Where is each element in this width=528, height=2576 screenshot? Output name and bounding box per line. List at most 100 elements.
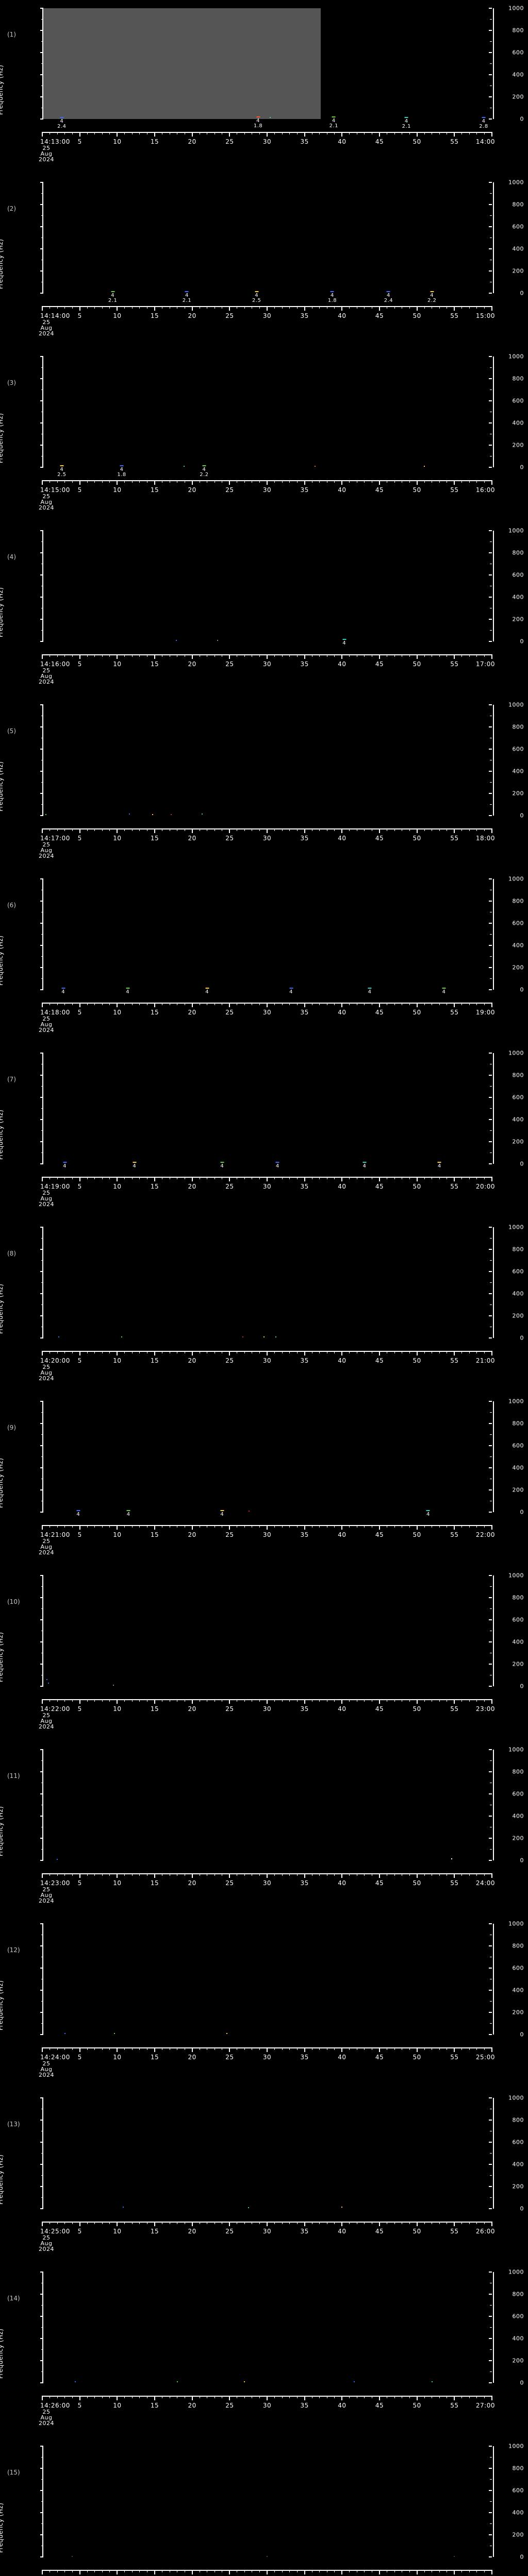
- x-tick-mark-minor: [424, 2570, 425, 2572]
- y-tick-label: 800: [512, 1942, 524, 1950]
- x-tick-mark: [267, 1351, 268, 1355]
- x-tick-label: 10: [113, 1357, 122, 1364]
- x-tick-mark-minor: [102, 654, 103, 657]
- x-tick-mark-minor: [409, 1177, 410, 1179]
- detection-point: [170, 814, 172, 815]
- spectrogram-panel: (6) Frequency (Hz) 0 200 400 600 800 1000 14:18:…: [0, 871, 528, 1045]
- x-tick-mark-minor: [409, 1699, 410, 1702]
- y-tick-mark-minor: [41, 541, 43, 542]
- y-tick-mark-minor-right: [490, 1586, 492, 1587]
- plot-area: [42, 705, 494, 816]
- x-tick-mark-minor: [334, 2222, 335, 2224]
- x-tick-mark-minor: [87, 1003, 88, 1005]
- y-tick-mark: [40, 96, 43, 97]
- x-tick-mark-minor: [87, 1177, 88, 1179]
- x-tick-mark-minor: [72, 2396, 73, 2398]
- x-tick-label: 40: [338, 312, 346, 319]
- x-tick-mark: [454, 1177, 455, 1181]
- y-tick-mark: [40, 1641, 43, 1642]
- x-tick-mark-minor: [102, 132, 103, 134]
- y-tick-mark-minor: [41, 978, 43, 979]
- y-tick-mark-minor: [41, 63, 43, 64]
- x-tick-label: 10: [113, 2402, 122, 2409]
- x-tick-mark-minor: [424, 2222, 425, 2224]
- x-tick-mark-minor: [94, 1003, 95, 1005]
- x-tick-label: 20:00: [475, 1183, 495, 1190]
- x-tick-mark-minor: [72, 1873, 73, 1876]
- x-tick-mark-minor: [72, 2047, 73, 2050]
- date-line: 25: [42, 667, 51, 674]
- spectrogram-panel: (14) Frequency (Hz) 0 200 400 600 800 1000 14:26…: [0, 2264, 528, 2438]
- y-tick-mark-right: [489, 641, 492, 642]
- y-tick-mark-minor-right: [490, 2001, 492, 2002]
- y-tick-mark-right: [489, 270, 492, 272]
- x-tick-mark-minor: [64, 480, 65, 483]
- x-tick-label: 50: [412, 835, 421, 842]
- x-tick-mark: [191, 2570, 193, 2574]
- x-tick-mark: [304, 2047, 305, 2052]
- y-tick-label: 800: [512, 201, 524, 208]
- x-tick-mark-minor: [94, 1699, 95, 1702]
- date-line: Aug: [40, 1892, 53, 1899]
- y-tick-mark-minor-right: [490, 2023, 492, 2024]
- x-tick-label: 14:13:00: [40, 138, 70, 145]
- y-tick-mark: [40, 1249, 43, 1250]
- y-tick-label: 0: [520, 1509, 524, 1516]
- date-line: Aug: [40, 499, 53, 505]
- y-tick-mark-right: [489, 445, 492, 446]
- x-tick-label: 18:00: [475, 835, 495, 842]
- date-line: 25: [42, 1538, 51, 1545]
- x-tick-mark-minor: [57, 2570, 58, 2572]
- x-tick-mark-minor: [319, 1177, 320, 1179]
- y-tick-mark-minor: [41, 2327, 43, 2328]
- y-tick-label: 400: [512, 1116, 524, 1123]
- detection-tick: [202, 465, 206, 466]
- x-tick-mark: [154, 1699, 155, 1704]
- x-tick-mark: [79, 306, 80, 311]
- y-tick-mark-right: [489, 1641, 492, 1642]
- y-tick-label: 200: [512, 267, 524, 275]
- x-tick-mark-minor: [289, 1525, 290, 1528]
- y-tick-mark-minor: [41, 193, 43, 194]
- detection-count: 4: [275, 1163, 279, 1169]
- x-tick-mark-minor: [469, 1003, 470, 1005]
- plot-area: [42, 2446, 494, 2557]
- detection-label: 4 1.8: [254, 118, 262, 129]
- x-tick-label: 30: [262, 1183, 272, 1190]
- y-tick-mark-right: [489, 552, 492, 553]
- detection-tick: [205, 987, 209, 989]
- x-tick-mark: [267, 828, 268, 833]
- detection-count: 4: [437, 1163, 441, 1169]
- x-tick-mark-minor: [349, 2570, 350, 2572]
- x-tick-label: 20: [188, 1879, 196, 1887]
- x-tick-mark-minor: [476, 1003, 477, 1005]
- x-tick-mark-minor: [139, 1003, 140, 1005]
- x-tick-label: 20: [188, 835, 196, 842]
- x-tick-label: 35: [300, 2228, 309, 2235]
- y-tick-mark-right: [489, 1075, 492, 1076]
- x-tick-mark: [379, 2222, 380, 2226]
- x-tick-mark: [79, 2222, 80, 2226]
- x-tick-mark: [267, 1525, 268, 1530]
- y-tick-label: 200: [512, 2183, 524, 2190]
- x-tick-mark-minor: [364, 1525, 365, 1528]
- panel-number-label: (8): [7, 1250, 16, 1257]
- x-tick-mark-minor: [282, 1699, 283, 1702]
- x-tick-mark-minor: [124, 480, 125, 483]
- x-tick-mark-minor: [461, 1873, 463, 1876]
- x-tick-mark-minor: [289, 1177, 290, 1179]
- y-tick-mark-minor: [41, 2479, 43, 2480]
- x-tick-mark: [42, 1525, 43, 1530]
- x-tick-label: 25:00: [475, 2054, 495, 2061]
- date-stack: 25 Aug 2024: [31, 2061, 62, 2078]
- y-tick-mark-right: [489, 1337, 492, 1338]
- y-tick-mark: [40, 204, 43, 205]
- detection-point: [424, 465, 425, 467]
- y-tick-mark-minor: [41, 1282, 43, 1283]
- y-tick-mark-minor: [41, 1608, 43, 1609]
- x-tick-mark-minor: [109, 1003, 110, 1005]
- x-tick-mark: [304, 1525, 305, 1530]
- x-tick-mark: [42, 828, 43, 833]
- x-tick-mark-minor: [469, 2222, 470, 2224]
- y-tick-mark-right: [489, 597, 492, 598]
